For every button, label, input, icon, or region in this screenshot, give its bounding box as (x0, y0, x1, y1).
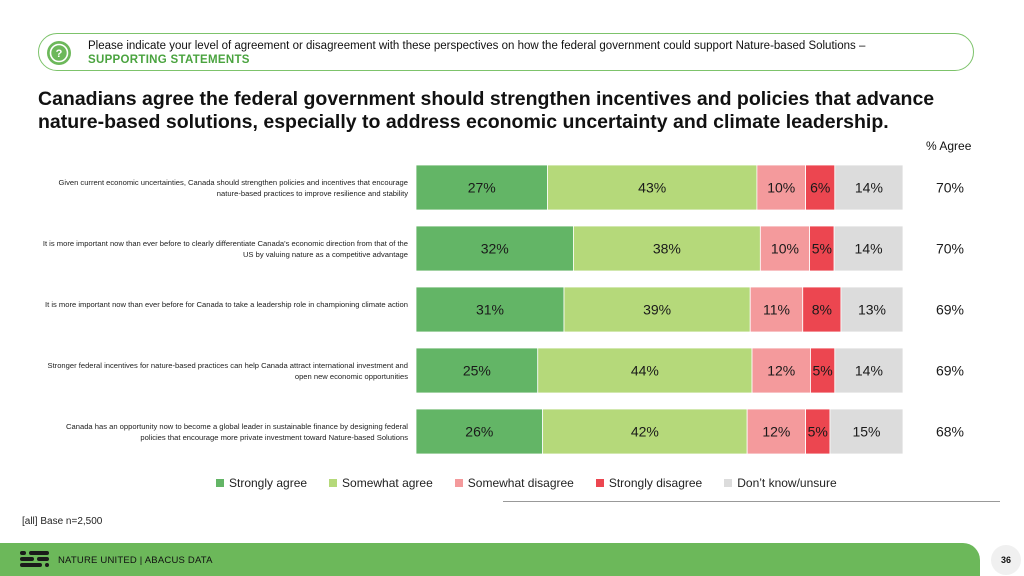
divider (503, 501, 1000, 502)
legend-dont-know: Don’t know/unsure (724, 476, 837, 490)
row-label-2: It is more important now than ever befor… (42, 239, 408, 259)
bar-segment-row2-s4 (809, 225, 835, 272)
bar-data-label: 8% (812, 302, 832, 318)
bar-segment-row1-s2 (547, 164, 758, 211)
legend-strongly-disagree: Strongly disagree (595, 476, 703, 490)
bar-data-label: 10% (767, 180, 795, 196)
bar-segment-row3-s2 (563, 286, 751, 333)
legend-strongly-agree: Strongly agree (216, 476, 307, 490)
bar-segment-row2-s3 (759, 225, 810, 272)
legend-label: Strongly disagree (608, 476, 703, 490)
agree-total-label: 69% (936, 302, 964, 318)
bar-segment-row2-s5 (833, 225, 904, 272)
page-number: 36 (991, 545, 1021, 575)
bar-segment-row5-s2 (542, 408, 748, 455)
svg-text:?: ? (56, 48, 63, 60)
agree-total-label: 68% (936, 424, 964, 440)
legend-swatch (454, 479, 463, 487)
row-label-4: Stronger federal incentives for nature-b… (47, 361, 409, 381)
bar-data-label: 10% (771, 241, 799, 257)
legend-swatch (329, 479, 338, 487)
page-title: Canadians agree the federal government s… (38, 88, 935, 133)
bar-data-label: 14% (855, 180, 883, 196)
bar-data-label: 32% (481, 241, 509, 257)
footer-text: NATURE UNITED | ABACUS DATA (58, 555, 213, 566)
bar-data-label: 39% (643, 302, 671, 318)
bar-data-label: 43% (638, 180, 666, 196)
question-icon: ? (47, 41, 71, 65)
abacus-logo-icon (20, 551, 49, 567)
legend-label: Strongly agree (229, 476, 308, 490)
bar-segment-row4-s2 (537, 347, 753, 394)
base-note: [all] Base n=2,500 (22, 516, 103, 527)
bar-segment-row4-s5 (834, 347, 904, 394)
bar-data-label: 27% (468, 180, 496, 196)
bar-segment-row3-s4 (802, 286, 842, 333)
bar-data-label: 5% (812, 241, 832, 257)
bar-data-label: 26% (465, 424, 493, 440)
legend-somewhat-agree: Somewhat agree (329, 476, 433, 490)
agree-column-header: % Agree (926, 139, 972, 153)
question-prompt: Please indicate your level of agreement … (88, 40, 866, 52)
question-box (38, 33, 974, 71)
bar-data-label: 38% (653, 241, 681, 257)
bar-data-label: 5% (813, 363, 833, 379)
question-subtitle: SUPPORTING STATEMENTS (88, 54, 250, 66)
bar-data-label: 11% (763, 302, 790, 318)
bar-data-label: 14% (855, 241, 883, 257)
bar-data-label: 14% (855, 363, 883, 379)
agree-total-label: 70% (936, 180, 964, 196)
row-label-5: Canada has an opportunity now to become … (66, 422, 408, 442)
legend-label: Somewhat agree (342, 476, 433, 490)
legend-swatch (216, 479, 224, 487)
bar-data-label: 13% (858, 302, 886, 318)
bar-segment-row5-s5 (829, 408, 904, 455)
bar-data-label: 44% (631, 363, 659, 379)
bar-segment-row2-s1 (415, 225, 574, 272)
legend-swatch (724, 479, 733, 487)
row-label-1: Given current economic uncertainties, Ca… (58, 178, 408, 198)
stacked-bar-chart: 27% 43% 10% 6% 14% 70% 32% 38% 10% 5% 14% 70% 31% 39%… (415, 164, 964, 455)
bar-segment-row4-s3 (751, 347, 811, 394)
bar-data-label: 6% (810, 180, 830, 196)
bar-segment-row3-s1 (415, 286, 565, 333)
bar-data-label: 31% (476, 302, 504, 318)
question-text: Please indicate your level of agreement … (88, 39, 865, 67)
agree-total-label: 70% (936, 241, 964, 257)
agree-total-label: 69% (936, 363, 964, 379)
bar-data-label: 42% (631, 424, 659, 440)
legend-swatch (595, 479, 604, 487)
bar-data-label: 12% (762, 424, 790, 440)
bar-data-label: 25% (463, 363, 491, 379)
bar-segment-row4-s1 (415, 347, 539, 394)
legend-somewhat-disagree: Somewhat disagree (454, 476, 574, 490)
bar-segment-row2-s2 (573, 225, 761, 272)
bar-data-label: 12% (767, 363, 795, 379)
bar-segment-row3-s5 (840, 286, 904, 333)
bar-data-label: 15% (852, 424, 880, 440)
chart-legend: Strongly agree Somewhat agree Somewhat d… (216, 476, 859, 490)
bar-segment-row3-s3 (749, 286, 804, 333)
bar-segment-row5-s1 (415, 408, 544, 455)
legend-label: Don’t know/unsure (737, 476, 837, 490)
bar-segment-row5-s3 (746, 408, 806, 455)
row-label-3: It is more important now than ever befor… (44, 300, 408, 309)
legend-label: Somewhat disagree (467, 476, 574, 490)
bar-data-label: 5% (808, 424, 828, 440)
bar-segment-row1-s3 (756, 164, 807, 211)
footer-bar (0, 543, 980, 576)
bar-segment-row1-s5 (834, 164, 904, 211)
bar-segment-row4-s4 (810, 347, 836, 394)
bar-segment-row1-s1 (415, 164, 548, 211)
